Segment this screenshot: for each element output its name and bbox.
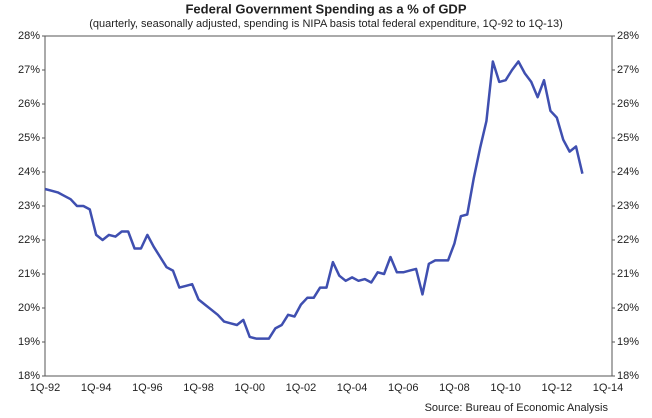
y-tick-label: 19% (18, 336, 40, 348)
chart-subtitle: (quarterly, seasonally adjusted, spendin… (89, 18, 562, 30)
x-tick-label: 1Q-08 (439, 382, 470, 394)
plot-frame (44, 35, 613, 377)
y-tick-label: 27% (18, 64, 40, 76)
y2-tick-label: 20% (617, 302, 639, 314)
y2-tick-label: 23% (617, 200, 639, 212)
x-tick-label: 1Q-10 (490, 382, 521, 394)
x-tick-label: 1Q-14 (593, 382, 624, 394)
source-note: Source: Bureau of Economic Analysis (425, 402, 609, 414)
y-tick-label: 23% (18, 200, 40, 212)
y-tick-label: 21% (18, 268, 40, 280)
y-tick-label: 26% (18, 98, 40, 110)
y-tick-label: 24% (18, 166, 40, 178)
y2-tick-label: 26% (617, 98, 639, 110)
y-tick-label: 18% (18, 370, 40, 382)
x-tick-label: 1Q-98 (183, 382, 214, 394)
y2-tick-label: 28% (617, 30, 639, 42)
x-tick-label: 1Q-04 (337, 382, 368, 394)
y-tick-label: 28% (18, 30, 40, 42)
y2-tick-label: 24% (617, 166, 639, 178)
x-tick-label: 1Q-94 (81, 382, 112, 394)
x-tick-label: 1Q-12 (542, 382, 573, 394)
x-tick-label: 1Q-00 (234, 382, 265, 394)
y2-tick-label: 25% (617, 132, 639, 144)
y-tick-label: 22% (18, 234, 40, 246)
y2-tick-label: 22% (617, 234, 639, 246)
x-tick-label: 1Q-06 (388, 382, 419, 394)
y-tick-label: 25% (18, 132, 40, 144)
y-tick-label: 20% (18, 302, 40, 314)
data-line (44, 60, 584, 340)
x-tick-label: 1Q-02 (286, 382, 317, 394)
chart-title: Federal Government Spending as a % of GD… (185, 1, 466, 16)
y2-tick-label: 27% (617, 64, 639, 76)
y2-tick-label: 19% (617, 336, 639, 348)
x-tick-label: 1Q-96 (132, 382, 163, 394)
y2-tick-label: 18% (617, 370, 639, 382)
x-tick-label: 1Q-92 (30, 382, 61, 394)
y2-tick-label: 21% (617, 268, 639, 280)
